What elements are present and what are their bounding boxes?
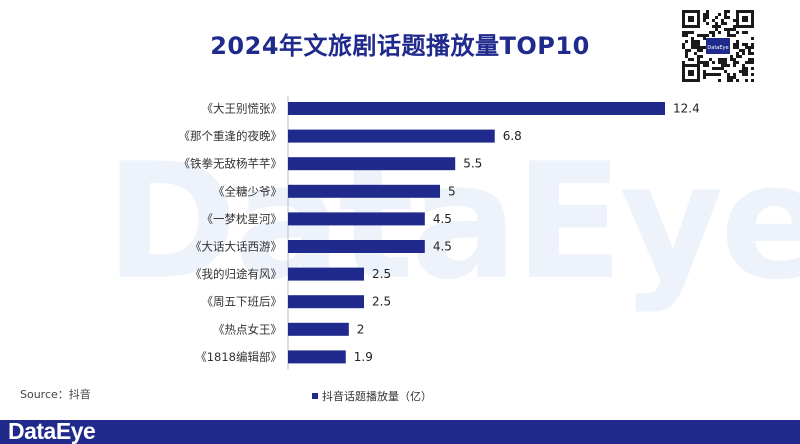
value-label: 1.9 bbox=[354, 350, 373, 364]
value-label: 4.5 bbox=[433, 240, 452, 254]
chart-title: 2024年文旅剧话题播放量TOP10 bbox=[210, 32, 590, 60]
qr-code-image: DataEye bbox=[680, 8, 756, 84]
footer-logo-text: DataEye bbox=[8, 418, 96, 444]
category-label: 《大话大话西游》 bbox=[190, 240, 282, 254]
category-label: 《大王别慌张》 bbox=[202, 102, 283, 116]
category-label: 《那个重逢的夜晚》 bbox=[179, 129, 283, 143]
category-label: 《周五下班后》 bbox=[202, 295, 283, 309]
bar bbox=[288, 350, 346, 364]
category-label: 《1818编辑部》 bbox=[195, 350, 282, 364]
bar bbox=[288, 322, 349, 336]
bar bbox=[288, 184, 441, 198]
bar bbox=[288, 212, 425, 226]
category-label: 《铁拳无敌杨芊芊》 bbox=[179, 157, 283, 171]
footer-bar: DataEye bbox=[0, 418, 800, 444]
value-label: 12.4 bbox=[673, 102, 700, 116]
bar bbox=[288, 129, 495, 143]
bar bbox=[288, 240, 425, 253]
bar-chart: 《大王别慌张》 12.4 《那个重逢的夜晚》 6.8 《铁拳无敌杨芊芊》 5.5 《全糖少爷… bbox=[179, 96, 700, 370]
bar bbox=[288, 295, 365, 309]
source-note: Source：抖音 bbox=[20, 388, 91, 401]
bar bbox=[288, 102, 665, 115]
qr-center-label: DataEye bbox=[707, 45, 728, 51]
chart-legend: 抖音话题播放量（亿） bbox=[312, 388, 432, 404]
legend-label: 抖音话题播放量（亿） bbox=[322, 390, 432, 403]
legend-swatch bbox=[312, 393, 318, 399]
value-label: 2.5 bbox=[372, 267, 391, 281]
value-label: 2.5 bbox=[372, 295, 391, 309]
value-label: 2 bbox=[357, 322, 365, 336]
value-label: 5.5 bbox=[463, 157, 482, 171]
category-label: 《全糖少爷》 bbox=[213, 184, 282, 198]
bar bbox=[288, 157, 456, 171]
category-label: 《我的归途有风》 bbox=[190, 267, 282, 281]
value-label: 5 bbox=[448, 184, 456, 198]
value-label: 6.8 bbox=[503, 129, 522, 143]
value-label: 4.5 bbox=[433, 212, 452, 226]
bar bbox=[288, 267, 365, 281]
category-label: 《热点女王》 bbox=[213, 322, 282, 336]
category-label: 《一梦枕星河》 bbox=[202, 212, 283, 226]
